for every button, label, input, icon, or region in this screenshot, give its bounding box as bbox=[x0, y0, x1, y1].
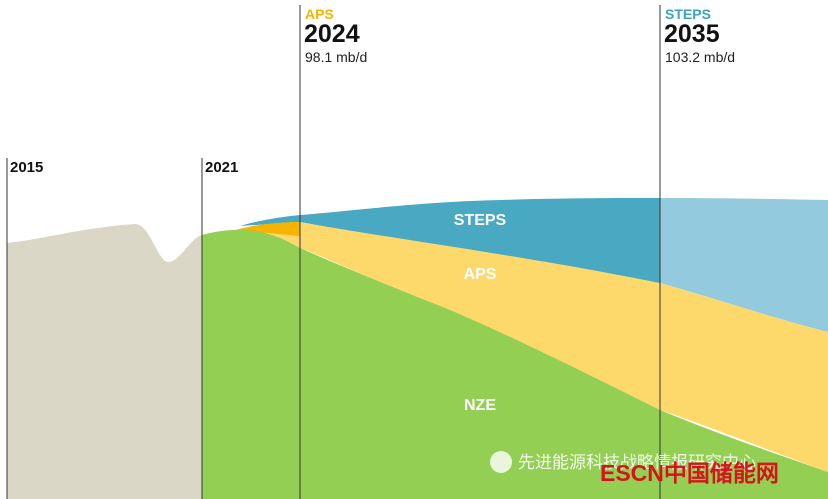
history-area bbox=[7, 224, 202, 499]
value-label: 98.1 mb/d bbox=[305, 49, 367, 65]
year-label: 2024 bbox=[304, 20, 360, 48]
value-label: 103.2 mb/d bbox=[665, 49, 735, 65]
aps-2024-band bbox=[232, 222, 300, 236]
area-label: STEPS bbox=[454, 212, 507, 229]
nze-area bbox=[202, 229, 828, 499]
year-label: 2021 bbox=[205, 159, 238, 176]
brand-watermark: ESCN中国储能网 bbox=[600, 460, 779, 486]
scenario-label: APS bbox=[305, 6, 334, 22]
area-label: APS bbox=[464, 266, 497, 283]
wechat-icon bbox=[490, 451, 512, 473]
area-label: NZE bbox=[464, 397, 496, 414]
steps-area-future bbox=[660, 198, 828, 332]
scenario-label: STEPS bbox=[665, 6, 711, 22]
year-label: 2035 bbox=[664, 20, 720, 48]
watermark: 先进能源科技战略情报研究中心 bbox=[518, 453, 756, 472]
aps-area bbox=[240, 222, 828, 472]
year-label: 2015 bbox=[10, 159, 43, 176]
